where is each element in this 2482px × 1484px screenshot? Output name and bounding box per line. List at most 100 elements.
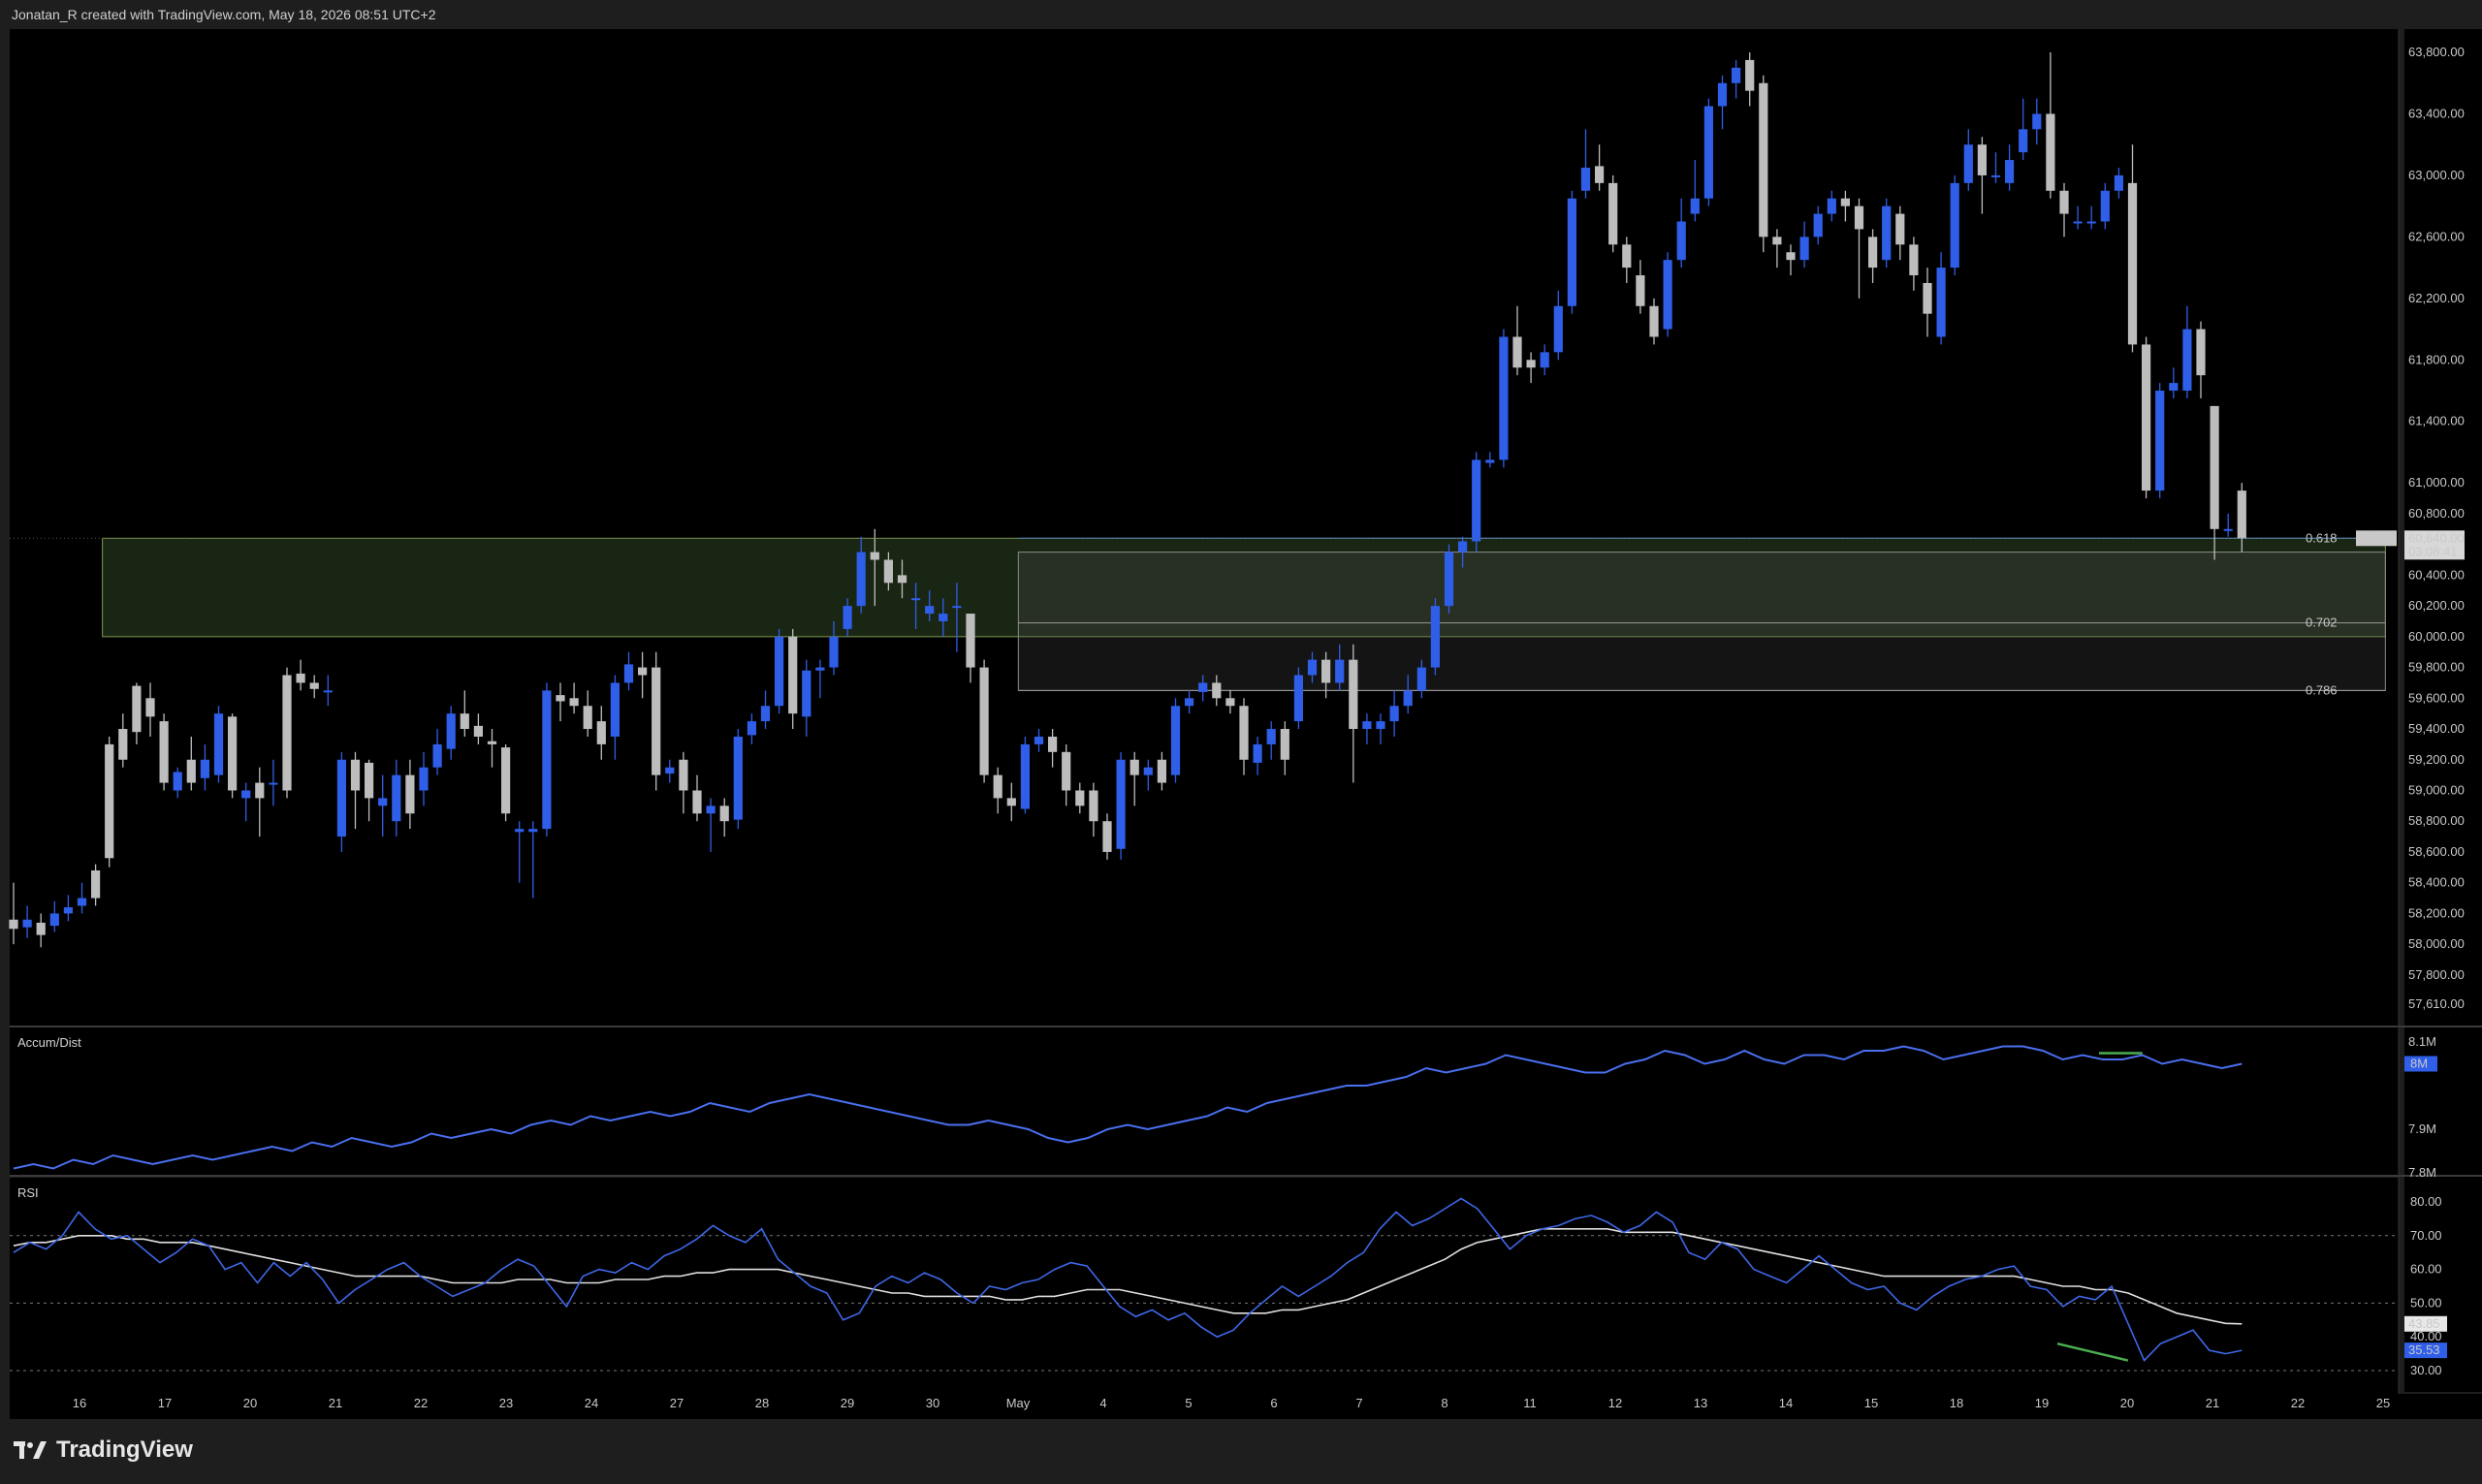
candle-body xyxy=(706,805,716,814)
candle-body xyxy=(1909,244,1919,276)
candle-body xyxy=(77,898,87,906)
candle-body xyxy=(2032,113,2042,130)
candle-body xyxy=(1553,305,1563,353)
time-axis-tick: 21 xyxy=(329,1396,342,1410)
candle-body xyxy=(1950,182,1959,268)
rsi-divergence-line xyxy=(2056,1342,2129,1362)
rsi-axis-tick: 50.00 xyxy=(2410,1295,2442,1310)
candle-body xyxy=(2086,221,2096,224)
candle-body xyxy=(1827,198,1836,214)
candle-body xyxy=(1717,82,1728,107)
candle-body xyxy=(336,759,346,837)
candle-body xyxy=(1772,237,1782,245)
candle-body xyxy=(1321,659,1331,683)
time-axis-tick: 18 xyxy=(1950,1396,1963,1410)
candle-body xyxy=(1444,552,1454,607)
candle-body xyxy=(2237,490,2246,539)
candle-body xyxy=(2100,190,2110,222)
candle-body xyxy=(1636,275,1645,306)
time-axis-tick: 19 xyxy=(2035,1396,2049,1410)
accdist-value-bg xyxy=(2404,1056,2437,1072)
candle-body xyxy=(378,798,388,806)
rsi-value-bg xyxy=(2404,1342,2447,1359)
candle-body xyxy=(733,736,743,820)
tradingview-brand[interactable]: TradingView xyxy=(14,1437,193,1464)
candle-body xyxy=(2210,405,2219,529)
candle-body xyxy=(966,614,975,668)
time-axis-tick: 21 xyxy=(2206,1396,2219,1410)
candle-body xyxy=(1062,751,1071,791)
candle-body xyxy=(1116,759,1126,849)
candle-body xyxy=(419,767,429,791)
time-axis-tick: 12 xyxy=(1608,1396,1622,1410)
time-axis-tick: 5 xyxy=(1185,1396,1192,1410)
candle-body xyxy=(487,741,497,744)
rsi-axis-tick: 40.00 xyxy=(2410,1329,2442,1343)
price-axis-tick: 59,400.00 xyxy=(2408,721,2465,736)
candle-body xyxy=(1923,282,1932,314)
time-axis-tick: 15 xyxy=(1864,1396,1878,1410)
candle-body xyxy=(1130,759,1139,775)
candle-body xyxy=(1266,729,1276,744)
rsi-ma-value-label: 43.85 xyxy=(2408,1316,2440,1331)
price-axis-tick: 57,610.00 xyxy=(2408,996,2465,1011)
price-axis-tick: 60,000.00 xyxy=(2408,629,2465,644)
candle-body xyxy=(802,670,811,717)
candle-body xyxy=(623,664,634,683)
candle-body xyxy=(1663,260,1672,330)
rsi-axis-tick: 80.00 xyxy=(2410,1194,2442,1209)
countdown-label: 03:08:41 xyxy=(2408,544,2458,558)
candle-body xyxy=(501,747,511,814)
candle-body xyxy=(542,690,552,830)
candle-body xyxy=(1732,67,1741,83)
candle-body xyxy=(897,575,907,584)
price-axis-tick: 59,800.00 xyxy=(2408,660,2465,675)
accdist-axis-tick: 7.9M xyxy=(2408,1121,2436,1136)
candle-body xyxy=(1622,244,1632,268)
candle-body xyxy=(1608,182,1618,245)
candle-body xyxy=(1048,736,1058,752)
time-axis-tick: May xyxy=(1006,1396,1031,1410)
candle-body xyxy=(2196,329,2206,376)
candle-body xyxy=(1185,698,1194,707)
candle-body xyxy=(2155,391,2165,491)
candle-body xyxy=(118,729,128,760)
candle-body xyxy=(788,636,798,714)
candle-body xyxy=(2073,221,2083,224)
time-axis-tick: 24 xyxy=(585,1396,598,1410)
candle-body xyxy=(446,713,456,749)
candle-body xyxy=(1595,166,1605,183)
accdist-title: Accum/Dist xyxy=(17,1035,81,1050)
candle-body xyxy=(473,725,483,737)
candle-body xyxy=(186,759,196,783)
candle-body xyxy=(1567,198,1576,306)
accdist-pane xyxy=(10,1027,2399,1175)
candle-body xyxy=(1472,459,1481,542)
time-axis-tick: 20 xyxy=(243,1396,257,1410)
candle-body xyxy=(159,721,169,783)
candle-body xyxy=(1143,767,1153,775)
candle-body xyxy=(460,713,469,730)
symbol-tag-bg xyxy=(2356,530,2397,547)
candle-body xyxy=(1485,459,1495,463)
time-axis-tick: 20 xyxy=(2120,1396,2134,1410)
candle-body xyxy=(1840,198,1850,206)
candle-body xyxy=(132,685,142,733)
rsi-axis-tick: 30.00 xyxy=(2410,1363,2442,1377)
price-axis-tick: 59,600.00 xyxy=(2408,690,2465,705)
candle-body xyxy=(775,636,784,707)
time-axis-tick: 23 xyxy=(499,1396,513,1410)
price-axis-tick: 58,600.00 xyxy=(2408,844,2465,859)
rsi-pane xyxy=(10,1178,2399,1394)
price-axis-tick: 57,800.00 xyxy=(2408,967,2465,982)
candle-body xyxy=(2142,344,2151,491)
candle-body xyxy=(870,552,879,560)
candle-body xyxy=(1799,237,1809,261)
price-axis-tick: 60,800.00 xyxy=(2408,506,2465,521)
candle-body xyxy=(583,706,592,730)
candle-body xyxy=(1102,821,1112,852)
price-axis-tick: 63,400.00 xyxy=(2408,106,2465,120)
candle-body xyxy=(1239,706,1249,760)
candle-body xyxy=(1703,106,1713,199)
